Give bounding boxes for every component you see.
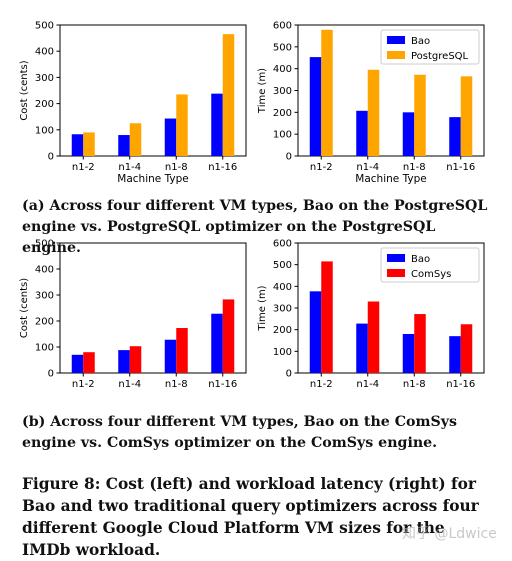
x-tick-label: n1-16	[446, 162, 475, 173]
x-tick-label: n1-16	[208, 162, 237, 173]
x-tick-label: n1-16	[208, 379, 237, 390]
y-tick-label: 200	[35, 99, 54, 110]
y-tick-label: 300	[35, 73, 54, 84]
y-axis-label: Time (m)	[257, 68, 268, 114]
y-tick-label: 200	[273, 108, 292, 119]
y-tick-label: 400	[273, 64, 292, 75]
plot-frame	[59, 24, 247, 157]
legend-label-1: Bao	[411, 254, 430, 265]
watermark: 知乎 @Ldwice	[402, 526, 497, 542]
y-tick-label: 0	[286, 369, 292, 380]
y-tick-label: 200	[273, 325, 292, 336]
legend-label-2: ComSys	[411, 269, 451, 280]
bar-n1-16-series-2	[460, 76, 473, 156]
x-tick-label: n1-4	[356, 162, 379, 173]
bar-n1-2-series-2	[321, 29, 333, 157]
bar-n1-8-series-2	[414, 74, 426, 156]
legend-swatch-1	[387, 254, 405, 262]
y-axis-label: Cost (cents)	[19, 60, 30, 120]
y-tick-label: 500	[273, 260, 292, 271]
bar-n1-8-series-2	[176, 328, 188, 373]
y-tick-label: 500	[273, 42, 292, 53]
bar-n1-16-series-2	[460, 324, 473, 373]
y-tick-label: 400	[273, 282, 292, 293]
bar-n1-4-series-2	[367, 69, 380, 156]
y-tick-label: 600	[273, 239, 292, 250]
y-tick-label: 300	[273, 86, 292, 97]
x-tick-label: n1-4	[356, 379, 379, 390]
plot-frame	[59, 242, 247, 374]
x-axis-label: Machine Type	[355, 173, 426, 185]
bar-n1-4-series-1	[118, 350, 130, 373]
legend-swatch-2	[387, 269, 405, 277]
y-tick-label: 100	[273, 347, 292, 358]
x-tick-label: n1-8	[165, 162, 188, 173]
y-tick-label: 500	[35, 21, 54, 32]
legend-swatch-2	[387, 51, 405, 59]
y-tick-label: 100	[35, 125, 54, 136]
figure-caption: Figure 8: Cost (left) and workload laten…	[22, 475, 479, 559]
bar-n1-16-series-1	[449, 336, 461, 373]
y-axis-label: Cost (cents)	[19, 278, 30, 338]
bar-n1-2-series-2	[321, 261, 333, 373]
bar-n1-2-series-2	[83, 352, 95, 373]
bar-n1-8-series-1	[164, 339, 177, 373]
bar-n1-4-series-1	[356, 323, 368, 373]
y-tick-label: 300	[273, 304, 292, 315]
bar-n1-8-series-1	[402, 112, 415, 156]
x-tick-label: n1-4	[118, 162, 141, 173]
x-tick-label: n1-2	[310, 379, 333, 390]
bar-n1-8-series-1	[164, 118, 177, 156]
x-tick-label: n1-2	[310, 162, 333, 173]
x-tick-label: n1-8	[165, 379, 188, 390]
legend-box	[380, 247, 480, 283]
legend-label-1: Bao	[411, 36, 430, 47]
y-tick-label: 0	[286, 152, 292, 163]
x-tick-label: n1-2	[72, 379, 95, 390]
x-axis-label: Machine Type	[117, 173, 188, 185]
x-tick-label: n1-8	[403, 162, 426, 173]
bar-n1-8-series-2	[414, 314, 426, 373]
bar-n1-16-series-2	[222, 299, 235, 373]
y-tick-label: 400	[35, 265, 54, 276]
x-tick-label: n1-8	[403, 379, 426, 390]
bar-n1-2-series-1	[71, 134, 84, 156]
y-tick-label: 100	[35, 343, 54, 354]
x-tick-label: n1-4	[118, 379, 141, 390]
bar-n1-16-series-1	[211, 93, 223, 156]
bar-n1-8-series-2	[176, 94, 188, 156]
x-tick-label: n1-2	[72, 162, 95, 173]
caption-a: (a) Across four different VM types, Bao …	[22, 198, 488, 256]
bar-n1-2-series-2	[83, 132, 95, 156]
y-tick-label: 100	[273, 130, 292, 141]
bar-n1-4-series-2	[367, 301, 380, 373]
y-tick-label: 0	[48, 152, 54, 163]
bar-n1-16-series-1	[449, 117, 461, 156]
bar-n1-4-series-2	[129, 123, 142, 156]
y-tick-label: 400	[35, 47, 54, 58]
bar-n1-16-series-2	[222, 34, 235, 156]
bar-n1-4-series-1	[356, 110, 368, 156]
bar-n1-4-series-2	[129, 346, 142, 373]
y-tick-label: 500	[35, 239, 54, 250]
caption-b: (b) Across four different VM types, Bao …	[22, 414, 458, 451]
y-tick-label: 200	[35, 317, 54, 328]
legend-box	[380, 29, 480, 65]
y-axis-label: Time (m)	[257, 285, 268, 331]
bar-n1-8-series-1	[402, 334, 415, 373]
y-tick-label: 600	[273, 21, 292, 32]
y-tick-label: 300	[35, 291, 54, 302]
x-tick-label: n1-16	[446, 379, 475, 390]
bar-n1-2-series-1	[71, 354, 84, 373]
legend-label-2: PostgreSQL	[411, 51, 469, 62]
bar-n1-16-series-1	[211, 313, 223, 373]
bar-n1-4-series-1	[118, 135, 130, 156]
legend-swatch-1	[387, 36, 405, 44]
y-tick-label: 0	[48, 369, 54, 380]
bar-n1-2-series-1	[309, 57, 322, 156]
bar-n1-2-series-1	[309, 291, 322, 373]
